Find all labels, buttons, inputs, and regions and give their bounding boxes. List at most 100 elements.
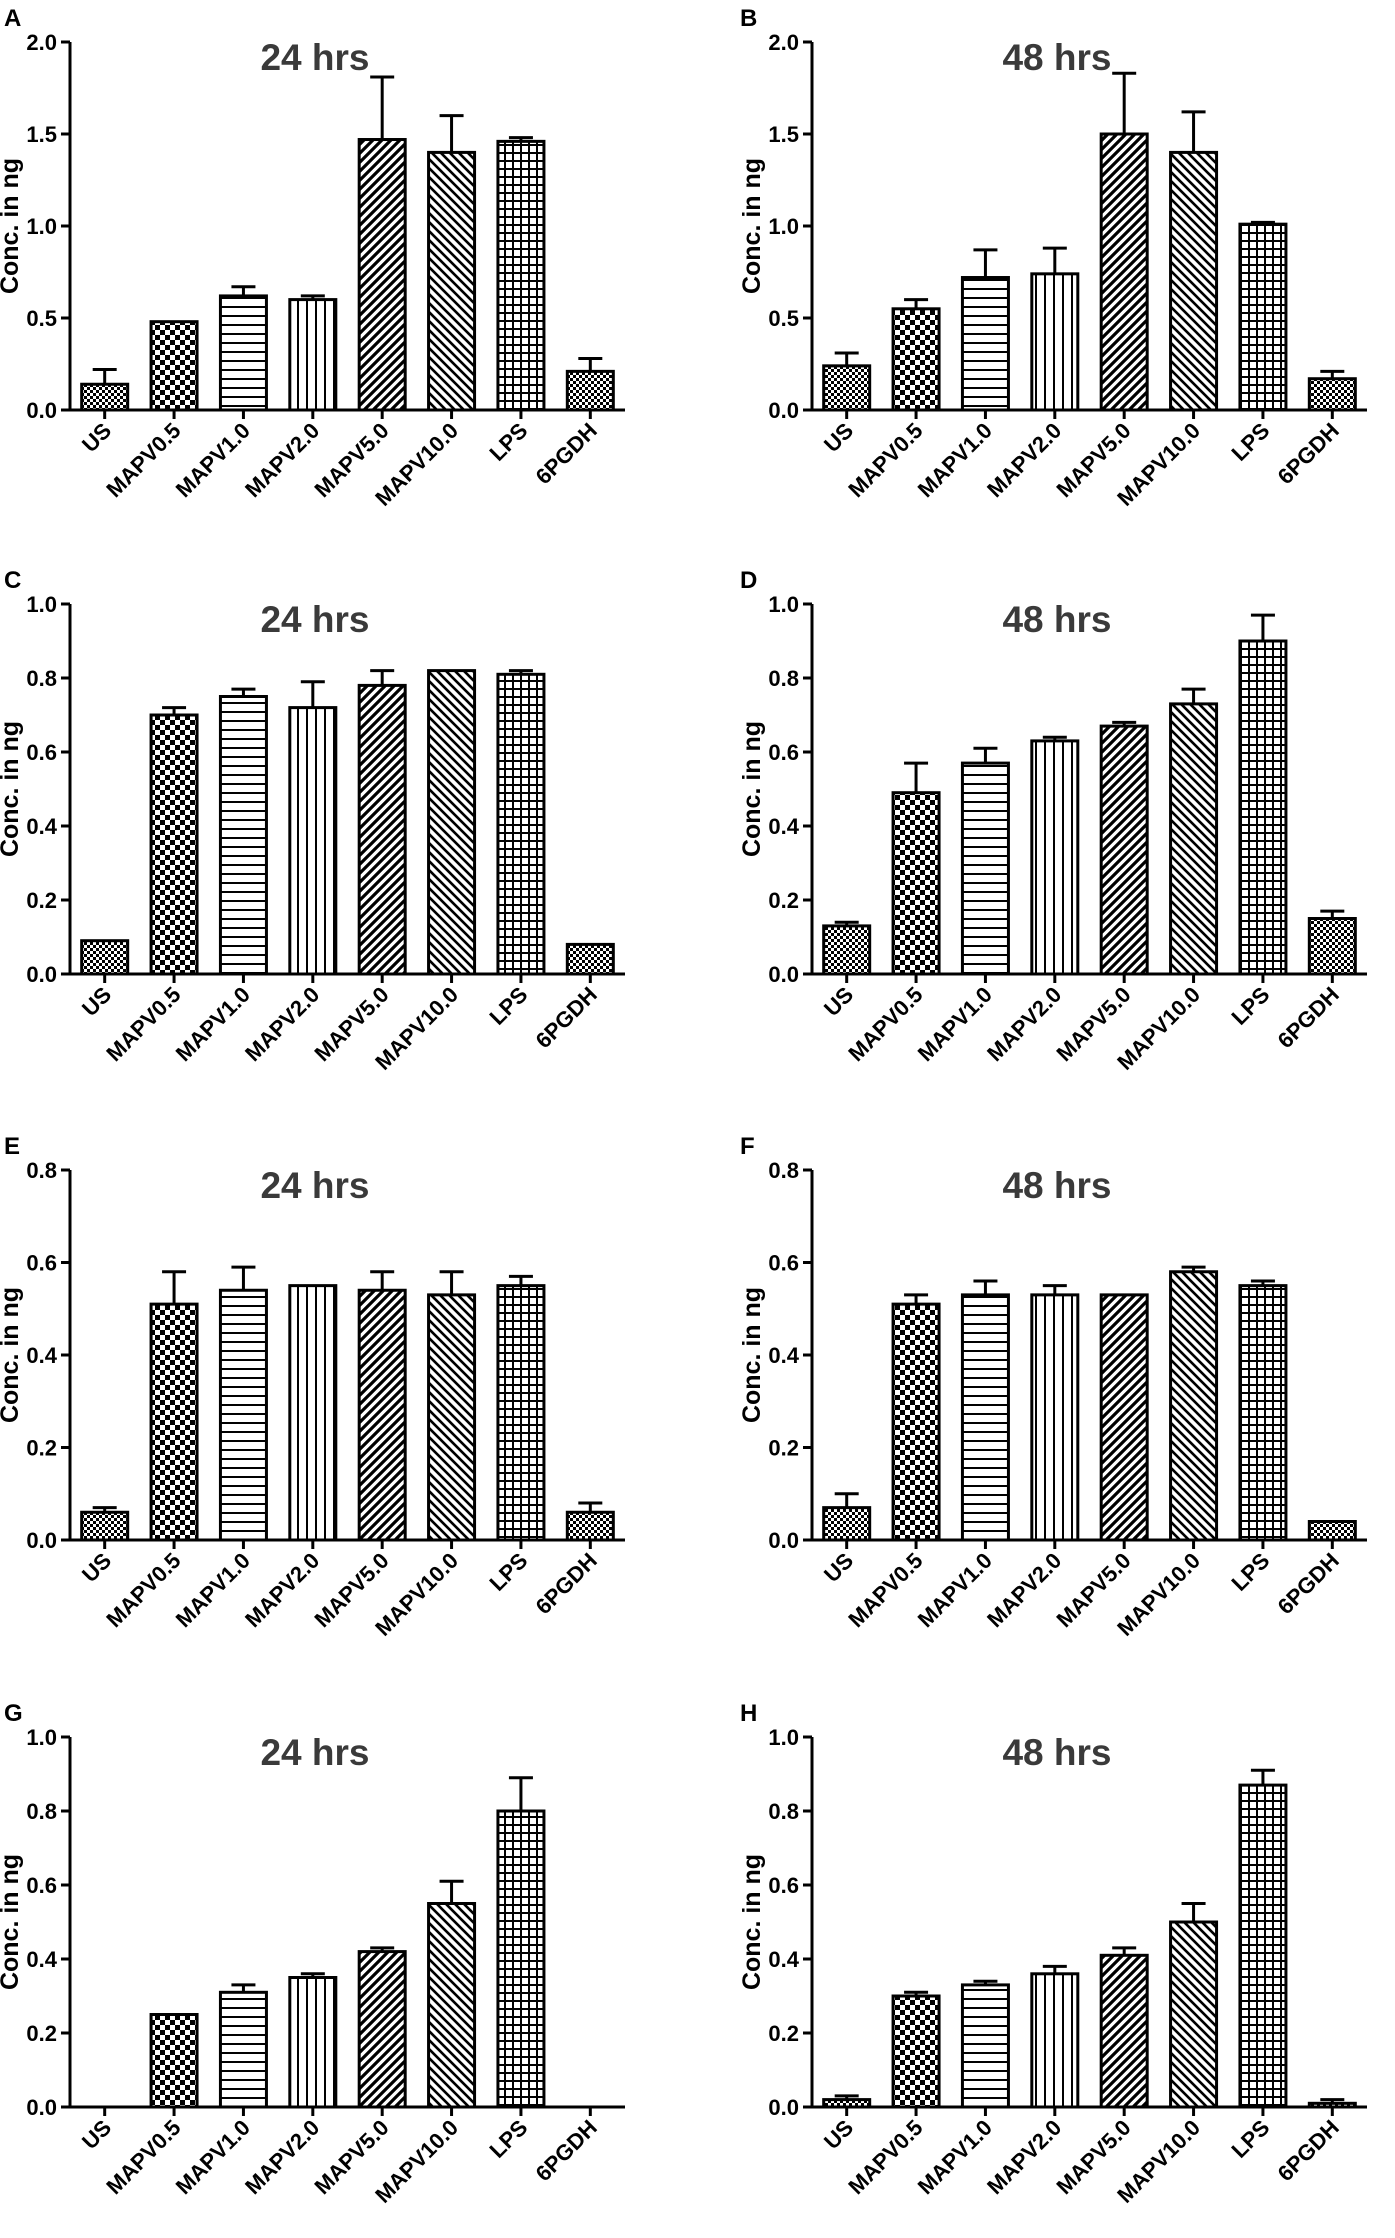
category-label: 6PGDH bbox=[531, 418, 602, 489]
bar-mapv2-0 bbox=[288, 298, 338, 412]
bar-us bbox=[822, 364, 872, 412]
y-tick-label: 0.8 bbox=[26, 1799, 57, 1824]
bar-mapv5-0 bbox=[1099, 132, 1149, 412]
category-label: LPS bbox=[485, 418, 533, 466]
panel-letter: D bbox=[740, 567, 757, 594]
category-label: US bbox=[819, 2115, 858, 2154]
panel-title: 48 hrs bbox=[1002, 37, 1111, 78]
category-label: 6PGDH bbox=[1273, 1548, 1344, 1619]
category-label: MAPV1.0 bbox=[913, 2115, 997, 2199]
category-label: MAPV2.0 bbox=[240, 982, 324, 1066]
category-label: MAPV1.0 bbox=[913, 1548, 997, 1632]
y-tick-label: 1.0 bbox=[768, 214, 799, 239]
bar-mapv5-0 bbox=[357, 1950, 407, 2109]
category-label: US bbox=[819, 418, 858, 457]
y-tick-label: 0.5 bbox=[768, 306, 799, 331]
bar-mapv0-5 bbox=[891, 791, 941, 976]
category-label: LPS bbox=[485, 1548, 533, 1596]
y-tick-label: 1.0 bbox=[768, 592, 799, 617]
panel-title: 24 hrs bbox=[260, 37, 369, 78]
y-tick-label: 0.8 bbox=[26, 666, 57, 691]
y-tick-label: 0.6 bbox=[26, 1873, 57, 1898]
bar-mapv2-0 bbox=[1030, 1972, 1080, 2109]
category-label: MAPV0.5 bbox=[101, 982, 185, 1066]
bar-mapv0-5 bbox=[149, 1302, 199, 1542]
panel-letter: A bbox=[4, 5, 21, 32]
category-label: LPS bbox=[1227, 982, 1275, 1030]
y-tick-label: 0.0 bbox=[768, 398, 799, 423]
y-tick-label: 0.2 bbox=[768, 2021, 799, 2046]
y-tick-label: 0.0 bbox=[26, 2095, 57, 2120]
category-label: US bbox=[77, 2115, 116, 2154]
category-label: 6PGDH bbox=[1273, 418, 1344, 489]
y-tick-label: 0.4 bbox=[768, 1947, 799, 1972]
y-tick-label: 2.0 bbox=[768, 30, 799, 55]
y-axis-label: Conc. in ng bbox=[738, 721, 766, 857]
bar-mapv2-0 bbox=[1030, 739, 1080, 976]
y-tick-label: 0.0 bbox=[26, 398, 57, 423]
bar-lps bbox=[1238, 1284, 1288, 1542]
bar-mapv0-5 bbox=[891, 1994, 941, 2109]
bar-mapv1-0 bbox=[960, 761, 1010, 976]
bar-mapv10-0 bbox=[427, 669, 477, 976]
category-label: MAPV2.0 bbox=[982, 982, 1066, 1066]
bar-mapv10-0 bbox=[427, 1902, 477, 2109]
y-tick-label: 0.0 bbox=[26, 1528, 57, 1553]
y-tick-label: 0.8 bbox=[26, 1158, 57, 1183]
bar-mapv1-0 bbox=[960, 1983, 1010, 2109]
y-tick-label: 0.2 bbox=[26, 1436, 57, 1461]
bar-6pgdh bbox=[1307, 377, 1357, 412]
y-tick-label: 0.0 bbox=[768, 962, 799, 987]
bar-mapv10-0 bbox=[1169, 1270, 1219, 1542]
category-label: US bbox=[819, 1548, 858, 1587]
panel-letter: E bbox=[4, 1133, 20, 1160]
y-axis-label: Conc. in ng bbox=[0, 1287, 24, 1423]
panel-letter: B bbox=[740, 5, 757, 32]
category-label: MAPV2.0 bbox=[240, 2115, 324, 2199]
category-label: MAPV2.0 bbox=[240, 418, 324, 502]
y-tick-label: 0.6 bbox=[768, 740, 799, 765]
y-tick-label: 0.0 bbox=[768, 2095, 799, 2120]
category-label: MAPV2.0 bbox=[982, 418, 1066, 502]
category-label: US bbox=[77, 982, 116, 1021]
y-tick-label: 0.6 bbox=[768, 1873, 799, 1898]
bar-lps bbox=[496, 139, 546, 412]
y-tick-label: 0.8 bbox=[768, 666, 799, 691]
y-tick-label: 0.4 bbox=[26, 1947, 57, 1972]
chart-panel-f: F 48 hrs Conc. in ng 0.0 0.2 0.4 0.6 0.8 USMAPV0… bbox=[738, 1133, 1367, 1641]
y-tick-label: 2.0 bbox=[26, 30, 57, 55]
bar-mapv0-5 bbox=[149, 2013, 199, 2109]
bar-mapv10-0 bbox=[1169, 1920, 1219, 2109]
bar-us bbox=[822, 1506, 872, 1542]
bar-us bbox=[822, 2098, 872, 2109]
y-tick-label: 0.2 bbox=[26, 888, 57, 913]
chart-panel-a: A 24 hrs Conc. in ng 0.0 0.5 1.0 1.5 2.0 USMAPV0… bbox=[0, 5, 625, 511]
category-label: MAPV0.5 bbox=[843, 2115, 927, 2199]
category-label: MAPV0.5 bbox=[101, 418, 185, 502]
bar-lps bbox=[1238, 1783, 1288, 2109]
bar-us bbox=[822, 924, 872, 976]
category-label: 6PGDH bbox=[1273, 2115, 1344, 2186]
panel-letter: F bbox=[740, 1133, 755, 1160]
y-tick-label: 0.2 bbox=[768, 888, 799, 913]
category-label: 6PGDH bbox=[531, 982, 602, 1053]
panel-title: 48 hrs bbox=[1002, 599, 1111, 640]
chart-panel-e: E 24 hrs Conc. in ng 0.0 0.2 0.4 0.6 0.8 USMAPV0… bbox=[0, 1133, 625, 1641]
y-tick-label: 0.8 bbox=[768, 1799, 799, 1824]
y-tick-label: 1.0 bbox=[768, 1725, 799, 1750]
y-tick-label: 1.0 bbox=[26, 592, 57, 617]
y-axis-label: Conc. in ng bbox=[0, 158, 24, 294]
bar-mapv0-5 bbox=[149, 713, 199, 976]
y-tick-label: 0.0 bbox=[26, 962, 57, 987]
bar-lps bbox=[1238, 639, 1288, 976]
bar-mapv2-0 bbox=[288, 706, 338, 976]
category-label: MAPV1.0 bbox=[171, 1548, 255, 1632]
y-tick-label: 0.4 bbox=[768, 1343, 799, 1368]
bar-mapv10-0 bbox=[1169, 150, 1219, 412]
bar-mapv10-0 bbox=[427, 1293, 477, 1542]
category-label: LPS bbox=[1227, 418, 1275, 466]
panel-title: 48 hrs bbox=[1002, 1732, 1111, 1773]
